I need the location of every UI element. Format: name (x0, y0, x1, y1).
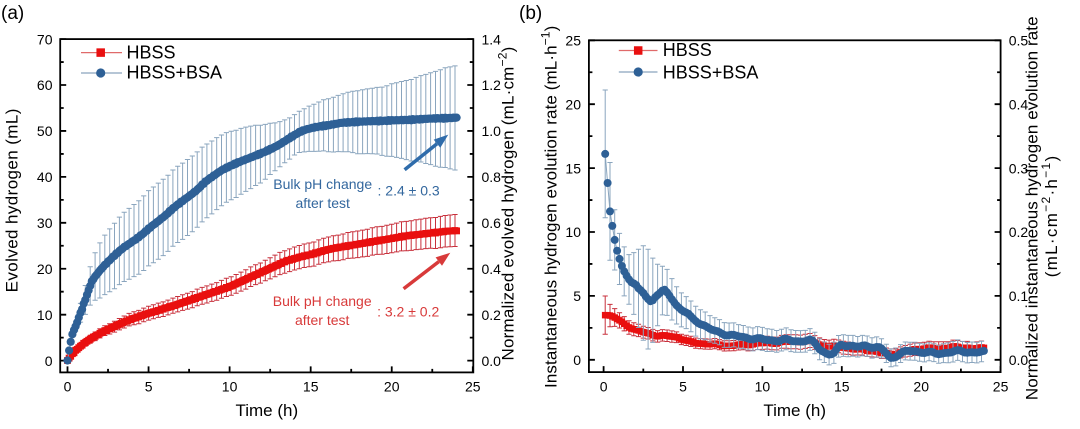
svg-text:10: 10 (565, 224, 581, 240)
svg-text:20: 20 (384, 378, 400, 394)
svg-text:15: 15 (565, 160, 581, 176)
svg-text:0.5: 0.5 (1009, 33, 1029, 49)
svg-text:HBSS+BSA: HBSS+BSA (127, 63, 223, 83)
svg-text:10: 10 (222, 378, 238, 394)
svg-text:Time (h): Time (h) (763, 401, 826, 420)
svg-text:0.6: 0.6 (482, 215, 502, 231)
svg-text:HBSS: HBSS (127, 42, 176, 62)
svg-text:0: 0 (45, 353, 53, 369)
svg-text:: 2.4 ± 0.3: : 2.4 ± 0.3 (378, 183, 440, 199)
svg-text:25: 25 (565, 33, 581, 49)
svg-text:70: 70 (37, 31, 53, 47)
svg-text:20: 20 (37, 261, 53, 277)
svg-text:1.0: 1.0 (482, 123, 502, 139)
svg-text:25: 25 (465, 378, 481, 394)
svg-text:20: 20 (913, 378, 929, 394)
svg-text:Bulk pH change: Bulk pH change (273, 176, 372, 192)
svg-text:0: 0 (573, 352, 581, 368)
svg-text:20: 20 (565, 96, 581, 112)
svg-text:0.3: 0.3 (1009, 160, 1029, 176)
svg-text:15: 15 (303, 378, 319, 394)
svg-text:15: 15 (834, 378, 850, 394)
svg-text:10: 10 (755, 378, 771, 394)
svg-text:0: 0 (64, 378, 72, 394)
svg-text:Normalized instantaneous hydro: Normalized instantaneous hydrogen evolut… (1023, 16, 1042, 400)
svg-text:Normalized evolved hydrogen (m: Normalized evolved hydrogen (mL·cm−2) (496, 47, 518, 361)
svg-text:0.4: 0.4 (482, 261, 502, 277)
svg-text:1.2: 1.2 (482, 77, 502, 93)
svg-text:HBSS+BSA: HBSS+BSA (663, 63, 759, 83)
svg-text:(a): (a) (1, 3, 24, 24)
svg-text:after test: after test (295, 312, 350, 328)
svg-text:5: 5 (145, 378, 153, 394)
svg-text:HBSS: HBSS (663, 40, 712, 60)
svg-text:(b): (b) (519, 3, 542, 24)
svg-text:1.4: 1.4 (482, 31, 502, 47)
svg-text:after test: after test (295, 195, 350, 211)
svg-text:Evolved hydrogen (mL): Evolved hydrogen (mL) (3, 108, 22, 292)
svg-text:25: 25 (993, 378, 1009, 394)
svg-text:0.1: 0.1 (1009, 288, 1029, 304)
svg-text:30: 30 (37, 215, 53, 231)
svg-text:0.4: 0.4 (1009, 96, 1029, 112)
svg-text:5: 5 (573, 288, 581, 304)
svg-text:0.2: 0.2 (1009, 224, 1029, 240)
svg-text:5: 5 (679, 378, 687, 394)
svg-text:10: 10 (37, 307, 53, 323)
svg-text:Instantaneous hydrogen evoluti: Instantaneous hydrogen evolution rate (m… (539, 26, 561, 388)
svg-text:: 3.2 ± 0.2: : 3.2 ± 0.2 (377, 303, 439, 319)
svg-text:Bulk pH change: Bulk pH change (273, 293, 372, 309)
svg-text:0.0: 0.0 (1009, 352, 1029, 368)
svg-text:40: 40 (37, 169, 53, 185)
svg-text:60: 60 (37, 77, 53, 93)
svg-text:0: 0 (600, 378, 608, 394)
svg-text:0.8: 0.8 (482, 169, 502, 185)
svg-text:50: 50 (37, 123, 53, 139)
svg-text:(mL·cm−2·h−1): (mL·cm−2·h−1) (1039, 155, 1061, 278)
svg-text:0.0: 0.0 (482, 353, 502, 369)
svg-text:0.2: 0.2 (482, 307, 502, 323)
svg-text:Time (h): Time (h) (235, 401, 298, 420)
